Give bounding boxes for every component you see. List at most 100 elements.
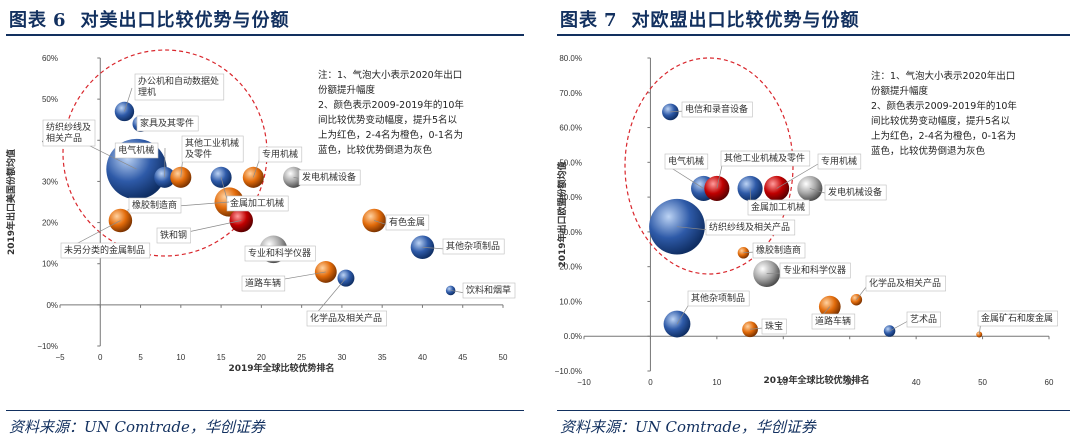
x-tick-label: 35 (378, 353, 387, 362)
data-label: 橡胶制造商 (752, 242, 806, 259)
chart-note-line: 间比较优势变动幅度，提升5名以 (318, 114, 458, 126)
bubble-point (764, 175, 790, 201)
label-box (811, 313, 856, 330)
x-tick-label: 40 (418, 353, 427, 362)
chart-note-line: 份额提升幅度 (871, 85, 929, 97)
data-label: 专用机械 (258, 146, 303, 163)
label-text: 其他杂项制品 (691, 292, 745, 304)
label-text: 电信和录音设备 (685, 103, 748, 115)
label-box (226, 195, 289, 212)
label-text: 橡胶制造商 (132, 199, 177, 211)
label-text: 金属加工机械 (751, 201, 805, 213)
label-box (761, 318, 787, 335)
label-box (60, 242, 151, 259)
label-text: 艺术品 (910, 313, 937, 325)
label-text: 电气机械 (668, 155, 704, 167)
label-box (977, 310, 1058, 327)
data-label: 道路车辆 (811, 313, 856, 330)
label-box (664, 153, 709, 170)
figure-number: 7 (604, 10, 618, 31)
label-box (258, 146, 303, 163)
data-label: 金属矿石和废金属 (977, 310, 1058, 327)
label-text: 珠宝 (765, 320, 783, 332)
source-note: 资料来源：UN Comtrade，华创证券 (560, 418, 816, 436)
label-text: 化学品及相关产品 (310, 312, 382, 324)
leader-line (750, 327, 764, 330)
bubble-point (662, 103, 679, 121)
x-tick-label: −10 (577, 378, 591, 387)
figure-label: 图表 (9, 10, 47, 31)
x-tick-label: 5 (138, 353, 143, 362)
chart-panel-us: 图表 6 对美出口比较优势与份额 −5 0 5 10 15 20 25 30 35 40 45 50 −10… (0, 0, 530, 448)
x-tick-label: 25 (297, 353, 306, 362)
data-label: 化学品及相关产品 (306, 310, 387, 327)
x-tick-label: 0 (98, 353, 103, 362)
chart-panel-eu: 图表 7 对欧盟出口比较优势与份额 −10 0 10 20 30 40 50 60 −10.0% 0.… (551, 0, 1074, 448)
data-label: 电信和录音设备 (681, 101, 753, 118)
y-tick-label: 50% (42, 95, 58, 104)
x-tick-label: 45 (458, 353, 467, 362)
bubble-point (649, 198, 705, 255)
data-label: 道路车辆 (241, 275, 286, 292)
y-tick-label: −10% (37, 342, 58, 351)
figure-label: 图表 (560, 10, 598, 31)
y-tick-label: 0.0% (564, 332, 582, 341)
label-box (720, 150, 811, 167)
data-label: 其他工业机械及零件 (720, 150, 811, 167)
data-label: 家具及其零件 (136, 115, 199, 132)
label-text: 电气机械 (118, 144, 154, 156)
leader-line (450, 290, 466, 294)
data-label: 发电机械设备 (298, 169, 361, 186)
data-label: 纺织纱线及相关产品 (705, 219, 796, 236)
bubble-point (797, 175, 823, 201)
label-box (128, 197, 182, 214)
y-tick-label: 10% (42, 260, 58, 269)
label-box (156, 227, 191, 244)
label-box (114, 142, 159, 159)
label-text: 有色金属 (389, 216, 425, 228)
label-box (134, 73, 225, 101)
y-tick-label: 60.0% (559, 124, 582, 133)
bubble-chart-us: −505101520253035404550−10%0%10%20%30%40%… (5, 49, 516, 374)
label-box (306, 310, 387, 327)
label-text: 其他工业机械及零件 (724, 152, 805, 164)
x-tick-label: 50 (499, 353, 508, 362)
label-box (747, 199, 810, 216)
leader-line (776, 163, 819, 189)
label-text: 办公机和自动数据处 (138, 75, 219, 87)
y-tick-label: 80.0% (559, 54, 582, 63)
bubble-point (737, 175, 763, 201)
label-box (241, 275, 286, 292)
label-text: 专业和科学仪器 (783, 264, 846, 276)
label-text: 金属矿石和废金属 (981, 312, 1053, 324)
label-text: 饮料和烟草 (466, 284, 511, 296)
label-box (752, 242, 806, 259)
y-tick-label: 60% (42, 54, 58, 63)
data-label: 其他杂项制品 (442, 238, 505, 255)
label-box (42, 119, 96, 147)
data-label: 电气机械 (114, 142, 159, 159)
label-box (181, 135, 244, 163)
y-tick-label: 20.0% (559, 263, 582, 272)
data-label: 化学品及相关产品 (865, 275, 946, 292)
label-text: 发电机械设备 (302, 171, 356, 183)
leader-line (422, 246, 446, 250)
label-box (442, 238, 505, 255)
source-rule (557, 410, 1070, 411)
x-tick-label: −5 (55, 353, 65, 362)
y-axis-title: 2019年出口美国份额均值 (5, 149, 17, 255)
y-tick-label: 40.0% (559, 193, 582, 202)
label-text: 相关产品 (46, 132, 82, 144)
chart-note-line: 2、颜色表示2009-2019年的10年 (318, 99, 464, 111)
label-box (244, 245, 316, 262)
y-tick-label: 30.0% (559, 228, 582, 237)
bubble-point (883, 325, 896, 337)
chart-note-line: 注：1、气泡大小表示2020年出口 (318, 69, 462, 81)
figure-title: 图表 7 对欧盟出口比较优势与份额 (560, 6, 860, 32)
label-text: 金属加工机械 (230, 197, 284, 209)
y-tick-label: 20% (42, 219, 58, 228)
label-text: 及零件 (185, 148, 212, 160)
data-label: 铁和钢 (156, 227, 191, 244)
data-label: 有色金属 (385, 214, 430, 231)
chart-note-line: 份额提升幅度 (318, 84, 376, 96)
